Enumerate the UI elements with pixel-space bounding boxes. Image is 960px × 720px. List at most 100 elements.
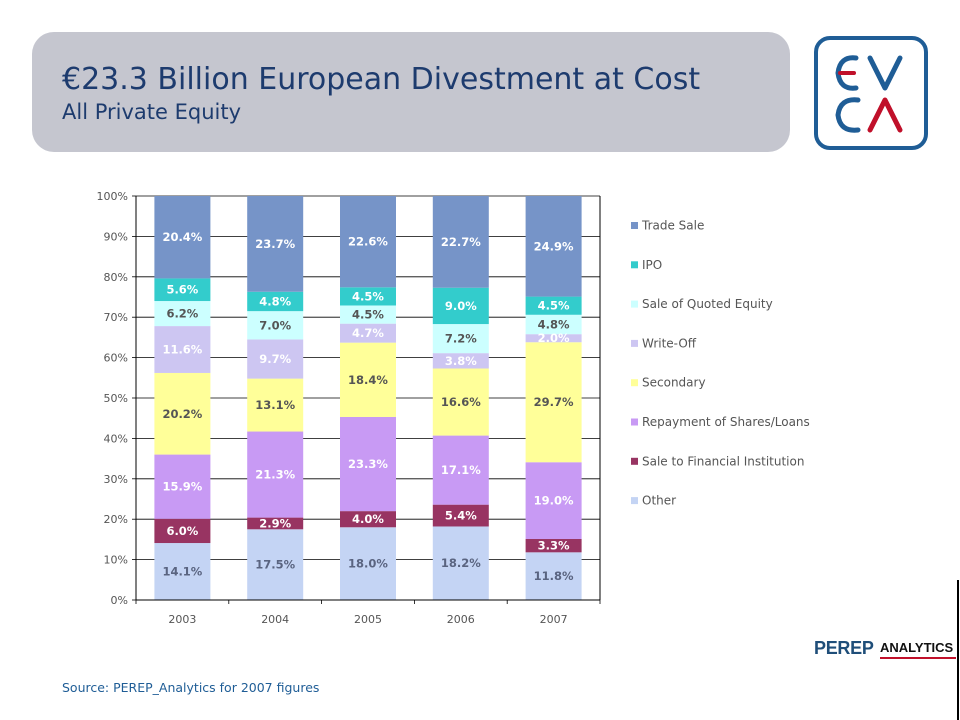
bar-segment-sale-to-financial-institution (340, 511, 396, 528)
data-label: 29.7% (534, 395, 574, 409)
data-label: 4.5% (352, 308, 384, 322)
x-tick-label: 2003 (168, 613, 196, 626)
bar-segment-repayment-of-shares-loans (525, 462, 582, 539)
data-label: 5.6% (166, 283, 198, 297)
y-tick-label: 20% (104, 513, 128, 526)
data-label: 13.1% (255, 398, 295, 412)
data-label: 5.4% (445, 509, 477, 523)
x-tick-label: 2006 (447, 613, 475, 626)
y-tick-label: 30% (104, 473, 128, 486)
y-tick-label: 40% (104, 432, 128, 445)
bar-segment-trade-sale (247, 196, 304, 292)
bar-segment-write-off (525, 334, 582, 343)
perep-logo-underline (880, 657, 956, 659)
bar-segment-sale-of-quoted-equity (154, 301, 211, 327)
data-label: 18.4% (348, 373, 388, 387)
data-label: 4.8% (259, 294, 291, 308)
legend-swatch (631, 300, 638, 308)
y-tick-label: 50% (104, 392, 128, 405)
source-note: Source: PEREP_Analytics for 2007 figures (62, 680, 320, 695)
evca-logo (814, 36, 928, 150)
legend-swatch (631, 222, 638, 229)
bar-segment-sale-of-quoted-equity (340, 305, 396, 324)
legend-label: IPO (642, 258, 662, 272)
data-label: 19.0% (534, 494, 574, 508)
perep-logo-tag: ANALYTICS (880, 640, 954, 655)
chart-legend: Trade Sale IPO Sale of Quoted Equity Write-… (631, 219, 810, 508)
data-label: 2.9% (259, 516, 291, 530)
bar-segment-secondary (154, 372, 211, 455)
data-label: 11.8% (534, 569, 574, 583)
bar-segment-trade-sale (154, 196, 211, 279)
legend-swatch (631, 339, 638, 347)
bar-segment-other (247, 529, 304, 600)
bar-segment-sale-of-quoted-equity (525, 314, 582, 335)
legend-swatch (631, 379, 638, 387)
page-subtitle: All Private Equity (62, 100, 242, 124)
bar-segment-trade-sale (525, 196, 582, 297)
y-tick-label: 80% (104, 271, 128, 284)
bar-segment-other (432, 526, 489, 600)
y-tick-label: 90% (104, 230, 128, 243)
legend-label: Sale of Quoted Equity (642, 297, 773, 311)
data-label: 20.2% (162, 407, 202, 421)
page-title: €23.3 Billion European Divestment at Cos… (62, 62, 701, 97)
bar-segment-write-off (432, 353, 489, 369)
bar-segment-repayment-of-shares-loans (247, 431, 304, 518)
bar-segment-secondary (525, 342, 582, 463)
data-label: 15.9% (162, 480, 202, 494)
data-label: 6.0% (166, 524, 198, 538)
bar-segment-repayment-of-shares-loans (154, 454, 211, 519)
chart-axes: 0% 10% 20% 30% 40% 50% 60% 70% 80% 90% 100% 2003 200… (97, 190, 601, 626)
bar-segment-trade-sale (340, 196, 396, 288)
bar-segment-sale-of-quoted-equity (247, 311, 304, 340)
x-tick-label: 2005 (354, 613, 382, 626)
data-label: 9.0% (445, 299, 477, 313)
bar-segment-sale-to-financial-institution (154, 518, 211, 544)
y-tick-label: 10% (104, 554, 128, 567)
data-label: 11.6% (162, 343, 202, 357)
bar-segment-ipo (340, 287, 396, 306)
data-label: 4.0% (352, 512, 384, 526)
legend-label: Sale to Financial Institution (642, 454, 804, 468)
data-label: 4.5% (538, 299, 570, 313)
data-label: 23.3% (348, 457, 388, 471)
bar-segment-repayment-of-shares-loans (432, 435, 489, 505)
bar-segment-ipo (154, 278, 211, 302)
bar-segment-secondary (432, 368, 489, 436)
legend-swatch (631, 261, 638, 269)
bar-segment-ipo (525, 296, 582, 315)
data-label: 6.2% (166, 307, 198, 321)
legend-label: Repayment of Shares/Loans (642, 415, 810, 429)
data-label: 17.1% (441, 463, 481, 477)
bar-segment-sale-of-quoted-equity (432, 324, 489, 354)
data-label: 16.6% (441, 395, 481, 409)
y-tick-label: 100% (97, 190, 128, 203)
data-label: 4.5% (352, 289, 384, 303)
bar-segment-write-off (154, 326, 211, 373)
slide-edge-line (957, 580, 959, 720)
data-label: 7.0% (259, 318, 291, 332)
data-label: 23.7% (255, 237, 295, 251)
bar-segment-other (154, 543, 211, 600)
bar-segment-secondary (247, 378, 304, 432)
legend-label: Write-Off (642, 336, 697, 350)
bar-segment-trade-sale (432, 196, 489, 288)
legend-label: Secondary (642, 376, 706, 390)
legend-label: Trade Sale (641, 219, 704, 233)
data-label: 3.3% (538, 539, 570, 553)
perep-logo-name: PEREP (814, 638, 874, 658)
chart-data-labels: 14.1% 6.0% 15.9% 20.2% 11.6% 6.2% 5.6% 20.4% 17.… (162, 230, 574, 583)
data-label: 18.2% (441, 556, 481, 570)
evca-logo-mark (835, 55, 903, 133)
bar-segment-other (340, 527, 396, 600)
data-label: 2.0% (538, 331, 570, 345)
data-label: 9.7% (259, 352, 291, 366)
data-label: 24.9% (534, 239, 574, 253)
bar-segment-sale-to-financial-institution (525, 538, 582, 553)
legend-label: Other (642, 494, 676, 508)
data-label: 7.2% (445, 332, 477, 346)
bar-segment-ipo (247, 291, 304, 312)
legend-swatch (631, 497, 638, 505)
